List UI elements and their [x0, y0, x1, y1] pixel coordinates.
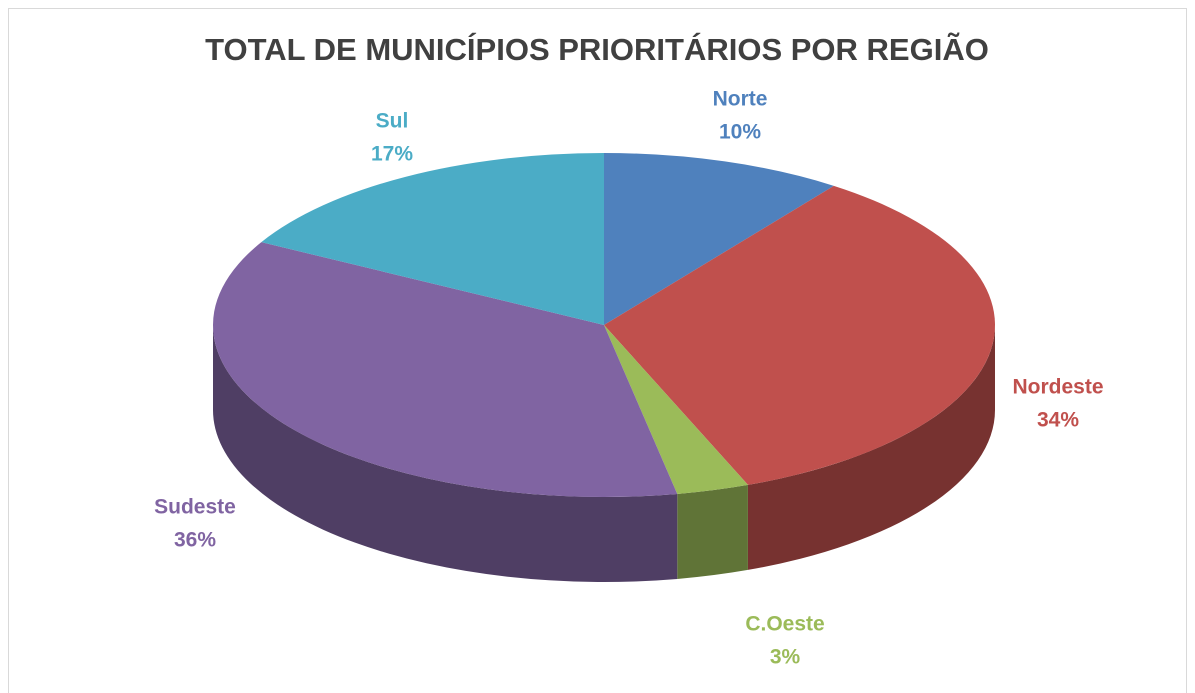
slice-label: Nordeste — [1012, 376, 1103, 399]
slice-value-label: 34% — [1037, 409, 1079, 432]
pie-side — [747, 325, 995, 570]
chart-title: TOTAL DE MUNICÍPIOS PRIORITÁRIOS POR REG… — [205, 32, 989, 67]
pie-slice — [604, 325, 748, 494]
slice-label: C.Oeste — [745, 613, 824, 636]
pie-side — [677, 484, 748, 579]
pie-slice — [604, 153, 834, 325]
slice-label: Sul — [376, 110, 409, 133]
slice-value-label: 3% — [770, 646, 801, 669]
pie-slice — [213, 242, 678, 497]
pie-side — [213, 325, 678, 582]
slice-value-label: 17% — [371, 143, 413, 166]
slice-value-label: 36% — [174, 529, 216, 552]
slice-label: Sudeste — [154, 496, 236, 519]
pie-slice — [261, 153, 604, 325]
slice-value-label: 10% — [719, 121, 761, 144]
slice-label: Norte — [713, 88, 768, 111]
pie-slice — [604, 185, 996, 485]
